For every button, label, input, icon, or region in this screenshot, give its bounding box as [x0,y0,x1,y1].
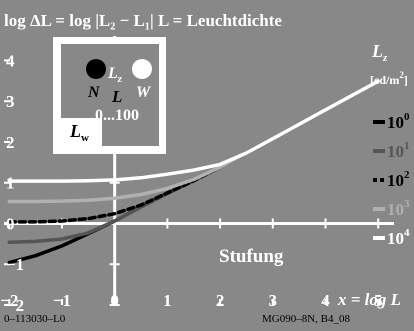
annotation-stufung: Stufung [219,246,284,267]
black-circle-icon [86,59,106,79]
inset-letter-l: L [111,87,122,106]
y-tick-label-6: 4 [6,51,15,70]
legend-title: Lz [371,41,388,64]
series-line-lz-1e4 [7,79,380,183]
inset-lz-label: Lz [107,65,123,85]
inset-box: Lz N L W 0...100 Lw [53,37,166,154]
legend-label-1: 101 [387,140,410,161]
tick-labels: −2 −1 0 1 2 3 4 −2 −1 0 1 2 3 4 5 [0,51,382,315]
y-tick-label-5: 3 [6,92,15,111]
x-tick-label-1: −1 [53,291,71,310]
x-tick-label-3: 1 [163,291,172,310]
inset-lw-label: Lw [69,121,89,144]
footer-left-code: 0–113030–L0 [4,313,66,325]
y-tick-label-0: −2 [6,296,24,315]
legend-label-3: 103 [387,198,410,219]
y-tick-label-1: −1 [6,255,24,274]
x-axis-label: x = log L [337,290,401,309]
inset-letter-n: N [87,84,101,101]
y-tick-label-3: 1 [6,174,15,193]
inset-range-label: 0...100 [95,107,139,124]
y-tick-label-2: 0 [6,214,15,233]
x-tick-label-4: 2 [216,291,225,310]
legend-label-0: 100 [387,111,410,132]
x-tick-label-6: 4 [321,291,330,310]
footer-right-code: MG090–8N, B4_08 [262,313,351,325]
inset-letter-w: W [136,84,152,101]
legend-units: [cd/m2] [370,70,408,87]
legend-label-4: 104 [387,227,410,248]
chart-title: log ΔL = log |L₂ − L₁| L = Leuchtdichte [4,11,282,30]
x-tick-label-5: 3 [269,291,278,310]
legend-label-2: 102 [387,169,410,190]
x-tick-label-0: −2 [0,291,18,310]
inset-lw-background [61,118,102,146]
white-circle-icon [132,59,152,79]
series-layer [7,79,380,265]
x-tick-label-2: 0 [110,291,119,310]
y-tick-label-4: 2 [6,133,15,152]
legend: Lz [cd/m2] 100 101 102 103 104 [370,41,410,248]
x-tick-label-7: 5 [374,291,383,310]
